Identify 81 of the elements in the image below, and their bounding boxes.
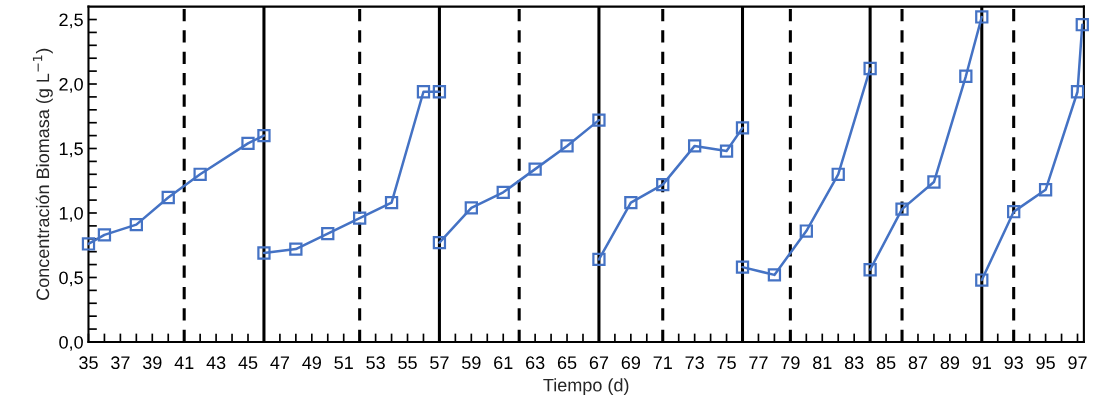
- point: [129, 217, 143, 232]
- x-tick-label: 89: [940, 356, 960, 370]
- x-tick-label: 71: [653, 356, 672, 369]
- x-tick-label: 91: [972, 356, 991, 370]
- x-tick-label: 57: [430, 356, 449, 370]
- x-tick-label: 73: [685, 356, 704, 370]
- point: [464, 201, 478, 215]
- point: [1070, 85, 1085, 99]
- point: [353, 211, 367, 225]
- point: [767, 268, 782, 282]
- point: [719, 144, 734, 158]
- x-tick-label: 39: [142, 356, 162, 370]
- point: [656, 177, 670, 192]
- x-tick-label: 93: [1004, 356, 1023, 370]
- point: [97, 228, 112, 242]
- point: [863, 61, 877, 76]
- y-tick-label: 2,0: [59, 77, 83, 93]
- point: [687, 139, 702, 153]
- x-tick-label: 67: [589, 356, 609, 370]
- x-tick-label: 77: [749, 356, 768, 369]
- point: [975, 10, 989, 24]
- point: [241, 136, 255, 150]
- x-tick-label: 87: [908, 356, 928, 370]
- x-tick-label: 83: [844, 356, 864, 370]
- x-tick-label: 75: [717, 356, 736, 370]
- point: [592, 113, 606, 127]
- y-axis-title: Concentración Biomasa (g L$^{−1}$): [32, 48, 53, 300]
- point: [496, 185, 510, 200]
- x-tick-label: 79: [781, 356, 800, 370]
- x-tick-label: 51: [334, 356, 353, 370]
- point: [321, 226, 335, 241]
- point: [927, 175, 941, 189]
- point: [384, 196, 399, 210]
- point: [289, 242, 303, 256]
- x-tick-label: 53: [366, 356, 385, 370]
- point: [895, 202, 909, 216]
- point: [257, 128, 271, 143]
- point: [193, 167, 207, 181]
- point: [432, 235, 447, 250]
- point: [975, 273, 989, 287]
- x-tick-label: 85: [876, 356, 896, 370]
- point: [959, 69, 973, 83]
- point: [257, 246, 271, 260]
- x-tick-label: 81: [813, 356, 832, 370]
- point: [735, 121, 750, 135]
- point: [1038, 183, 1053, 197]
- x-tick-label: 95: [1036, 356, 1055, 370]
- point: [863, 263, 877, 277]
- point: [81, 237, 96, 251]
- x-axis-title: Tiempo (d): [543, 378, 629, 396]
- x-tick-label: 55: [398, 356, 417, 370]
- x-tick-label: 59: [462, 356, 481, 370]
- point: [416, 85, 431, 99]
- y-tick-label: 1,5: [59, 142, 83, 158]
- point: [735, 260, 750, 274]
- x-tick-label: 63: [526, 356, 545, 370]
- x-tick-label: 41: [174, 356, 194, 369]
- x-tick-label: 45: [238, 356, 258, 370]
- point: [1007, 205, 1021, 219]
- x-tick-label: 97: [1068, 356, 1087, 370]
- point: [1075, 18, 1089, 32]
- x-tick-label: 35: [79, 356, 98, 370]
- x-tick-label: 47: [270, 356, 290, 369]
- point: [161, 190, 175, 205]
- y-tick-label: 0,0: [59, 335, 83, 351]
- point: [528, 162, 542, 176]
- x-tick-label: 49: [302, 356, 321, 370]
- y-tick-label: 2,5: [59, 13, 83, 29]
- point: [560, 139, 574, 153]
- x-tick-label: 61: [494, 356, 513, 370]
- x-tick-label: 37: [111, 356, 130, 370]
- point: [624, 196, 638, 210]
- x-tick-label: 43: [206, 356, 226, 370]
- y-tick-label: 1,0: [59, 206, 83, 222]
- point: [592, 252, 606, 267]
- x-tick-label: 69: [621, 356, 641, 370]
- point: [799, 224, 813, 238]
- point: [432, 85, 447, 99]
- y-tick-label: 0,5: [59, 271, 83, 287]
- x-tick-label: 65: [557, 356, 577, 370]
- point: [831, 167, 845, 181]
